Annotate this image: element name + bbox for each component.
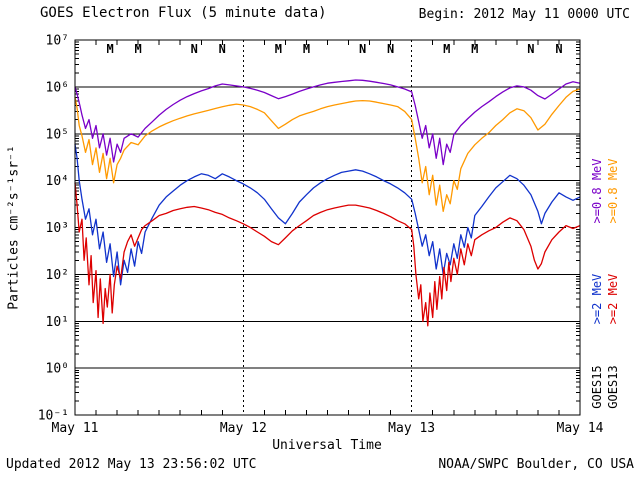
midnight-noon-marker: M xyxy=(106,42,113,56)
begin-timestamp: Begin: 2012 May 11 0000 UTC xyxy=(418,7,630,22)
legend-goes13-label: GOES13 xyxy=(606,365,620,409)
y-tick-label: 10⁷ xyxy=(46,34,69,49)
y-tick-label: 10¹ xyxy=(46,315,69,330)
midnight-noon-marker: N xyxy=(359,42,366,56)
y-tick-label: 10⁴ xyxy=(46,174,69,189)
source-credit: NOAA/SWPC Boulder, CO USA xyxy=(438,457,634,472)
plot-frame xyxy=(74,39,581,416)
midnight-noon-marker: M xyxy=(135,42,142,56)
midnight-noon-marker: N xyxy=(191,42,198,56)
midnight-noon-marker: M xyxy=(275,42,282,56)
y-tick-label: 10⁻¹ xyxy=(38,409,69,424)
midnight-noon-marker: N xyxy=(527,42,534,56)
chart-title: GOES Electron Flux (5 minute data) xyxy=(40,5,327,21)
series-goes13-ge2mev xyxy=(74,182,581,327)
x-tick-label: May 14 xyxy=(557,421,604,436)
x-tick-label: May 11 xyxy=(52,421,99,436)
legend-goes15-ge0p8mev: >=0.8 MeV xyxy=(590,158,604,224)
series-goes15-ge0p8mev xyxy=(74,79,581,166)
midnight-noon-marker: N xyxy=(555,42,562,56)
series-goes15-ge2mev xyxy=(74,144,581,286)
x-tick-label: May 12 xyxy=(220,421,267,436)
y-tick-label: 10² xyxy=(46,268,69,283)
x-axis-title: Universal Time xyxy=(272,438,382,453)
y-tick-label: 10⁵ xyxy=(46,127,69,142)
x-tick-label: May 13 xyxy=(388,421,435,436)
midnight-noon-marker: N xyxy=(387,42,394,56)
midnight-noon-marker: M xyxy=(443,42,450,56)
midnight-noon-marker: M xyxy=(471,42,478,56)
y-axis-title: Particles cm⁻²s⁻¹sr⁻¹ xyxy=(6,145,22,310)
series-goes13-ge0p8mev xyxy=(74,88,581,213)
legend-goes13-ge0p8mev: >=0.8 MeV xyxy=(606,158,620,224)
legend-goes15-label: GOES15 xyxy=(590,365,604,409)
y-tick-label: 10³ xyxy=(46,221,69,236)
midnight-noon-marker: M xyxy=(303,42,310,56)
midnight-noon-marker: N xyxy=(219,42,226,56)
y-tick-label: 10⁰ xyxy=(46,362,69,377)
y-tick-label: 10⁶ xyxy=(46,80,69,95)
updated-timestamp: Updated 2012 May 13 23:56:02 UTC xyxy=(6,457,257,472)
